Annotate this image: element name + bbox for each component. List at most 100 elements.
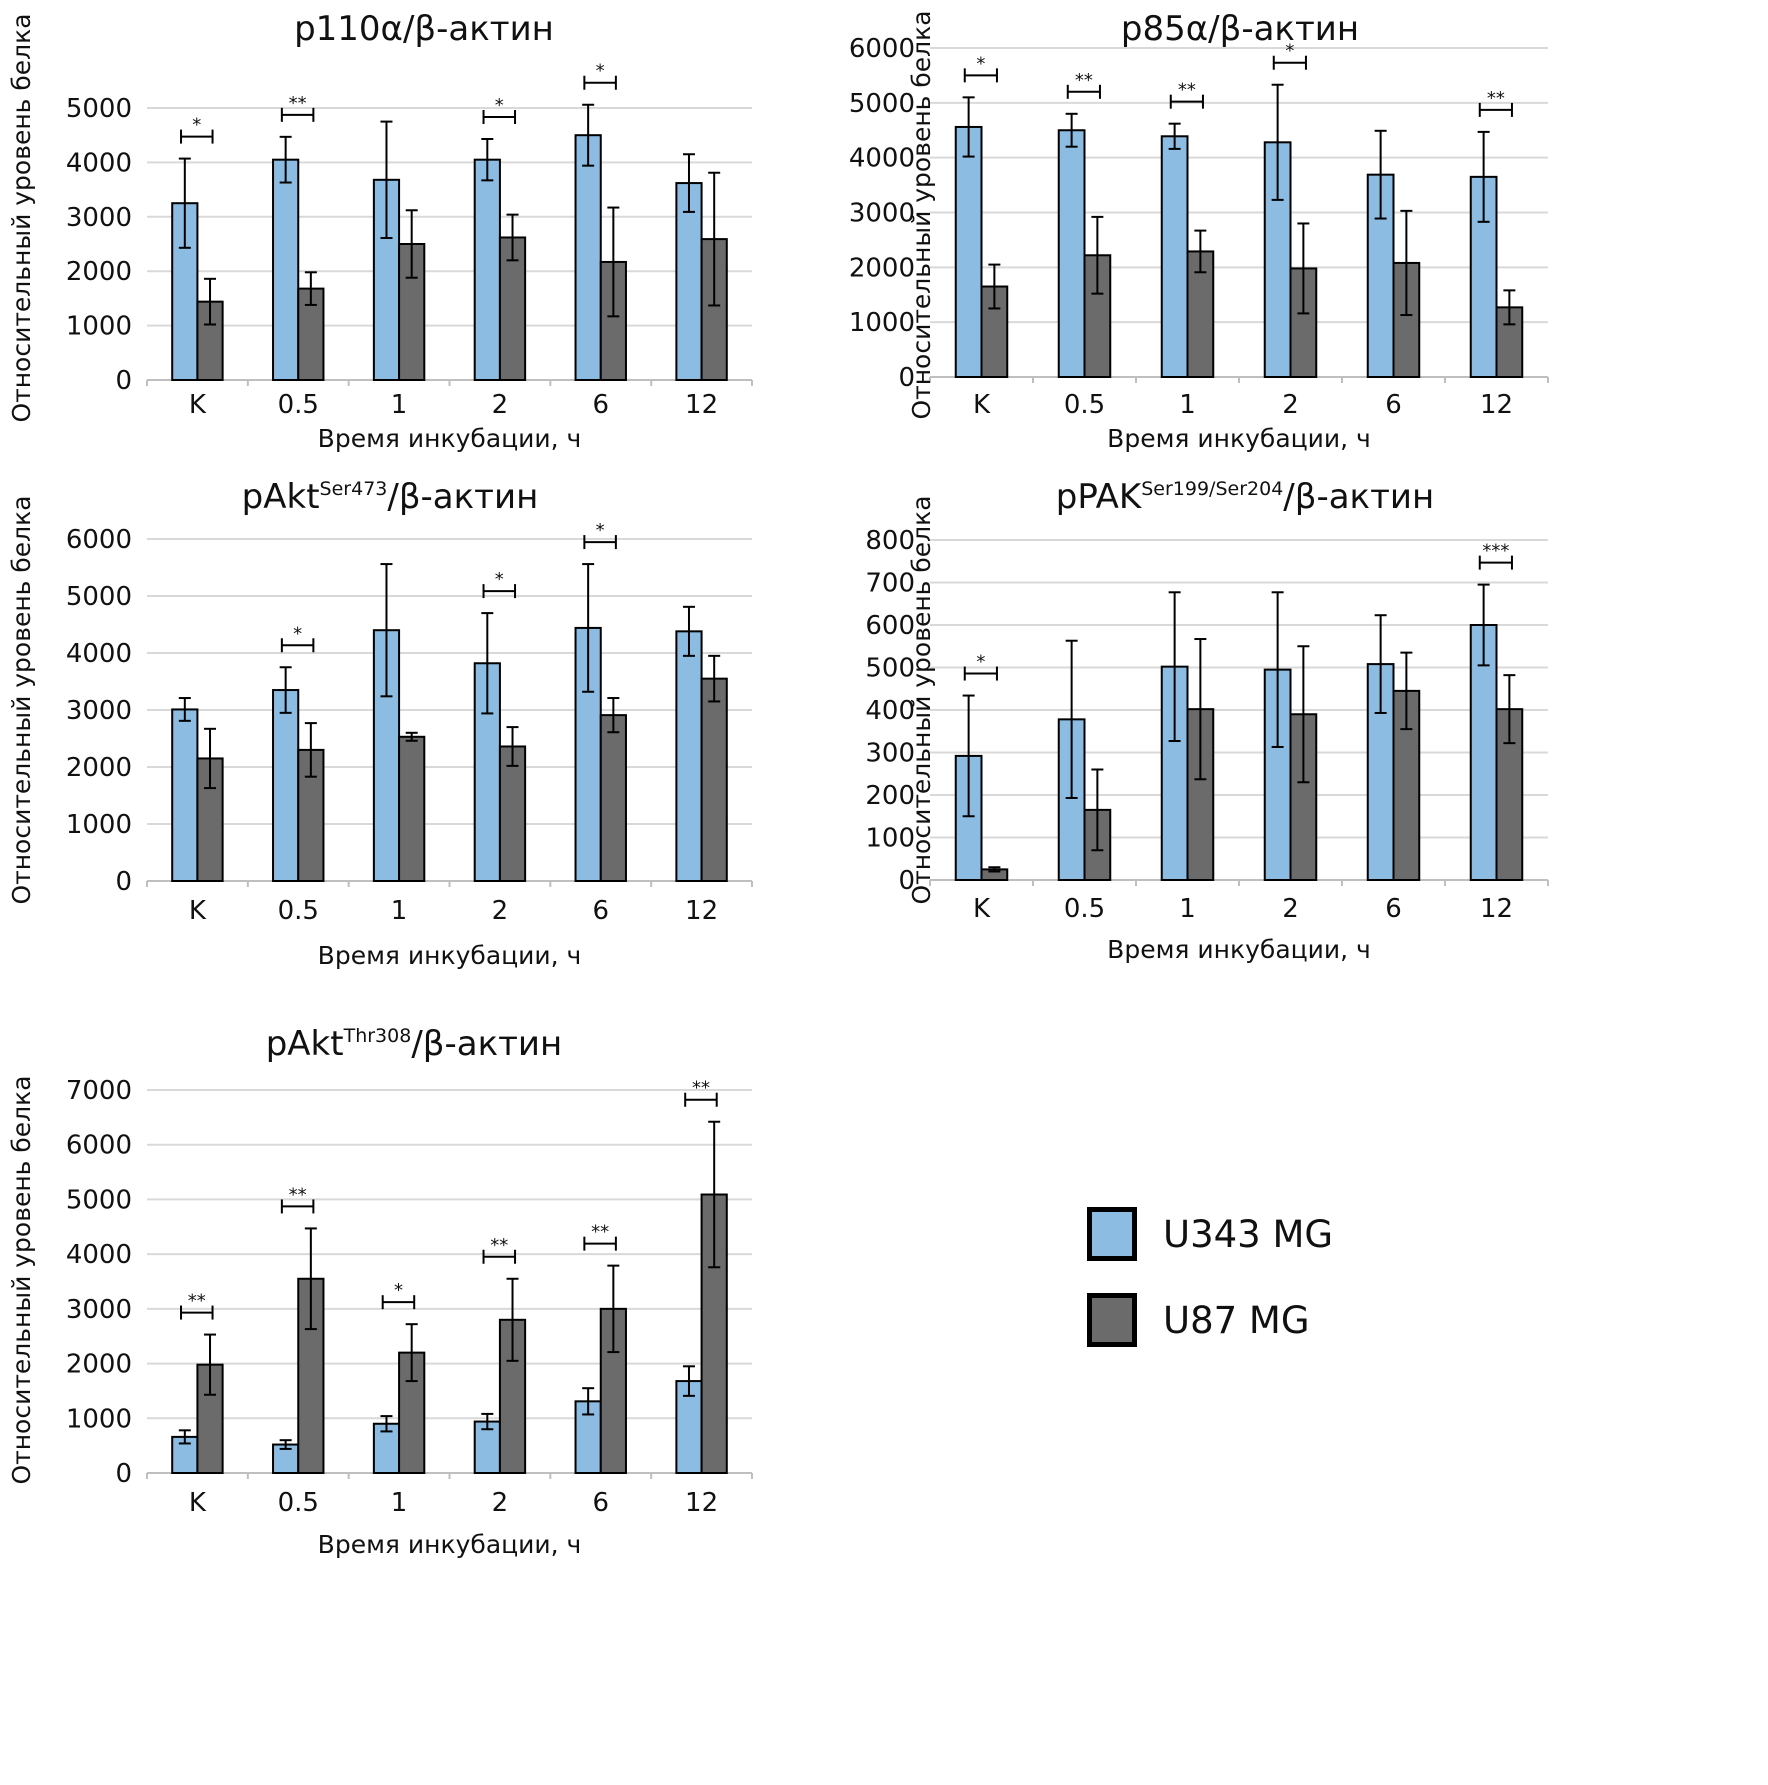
y-tick-label: 0: [898, 866, 915, 896]
y-tick-label: 3000: [66, 696, 132, 726]
y-tick-label: 1000: [66, 312, 132, 342]
significance-mark: **: [490, 1235, 508, 1256]
significance-mark: **: [289, 1184, 307, 1205]
chart-title-main: pAkt: [266, 1024, 344, 1064]
x-tick-label: 12: [685, 1488, 718, 1518]
significance-mark: *: [596, 61, 605, 82]
y-axis-label: Относительный уровень белка: [7, 1075, 36, 1484]
significance-mark: **: [1487, 88, 1505, 109]
x-tick-label: K: [189, 1488, 207, 1518]
y-axis-label: Относительный уровень белка: [907, 10, 936, 419]
significance-mark: *: [495, 95, 504, 116]
significance-mark: **: [289, 93, 307, 114]
y-tick-label: 100: [865, 824, 915, 854]
significance-mark: *: [976, 53, 985, 74]
significance-mark: *: [976, 652, 985, 673]
x-tick-label: 0.5: [278, 1488, 319, 1518]
x-tick-label: 12: [685, 896, 718, 926]
x-tick-label: 12: [1480, 390, 1513, 420]
chart-title-rest: /β-актин: [387, 477, 538, 517]
x-axis-label: Время инкубации, ч: [1107, 935, 1371, 964]
x-axis-label: Время инкубации, ч: [318, 1530, 582, 1559]
y-tick-label: 1000: [66, 810, 132, 840]
bar-u343: [954, 125, 983, 378]
legend-swatch-u343: [1087, 1207, 1137, 1261]
y-tick-label: 300: [865, 739, 915, 769]
chart-p85a: p85α/β-актин 0 1000 2000 3000 4000 5000 6000 K * 0…: [849, 0, 1768, 525]
x-tick-label: 1: [391, 896, 408, 926]
chart-title-sup: Thr308: [343, 1025, 412, 1047]
y-tick-label: 5000: [849, 89, 915, 119]
bar-u343: [1469, 624, 1498, 881]
x-tick-label: 6: [592, 1488, 609, 1518]
chart-title-sup: Ser473: [320, 478, 388, 500]
significance-mark: **: [1075, 70, 1093, 91]
bar-u87: [700, 238, 728, 381]
legend-label-u87: U87 MG: [1163, 1299, 1310, 1342]
significance-mark: ***: [1482, 541, 1509, 562]
y-tick-label: 200: [865, 781, 915, 811]
x-tick-label: K: [189, 896, 207, 926]
chart-title: pPAKSer199/Ser204/β-актин: [1056, 477, 1434, 517]
significance-mark: *: [394, 1280, 403, 1301]
significance-mark: *: [1285, 41, 1294, 62]
bar-u87: [498, 745, 527, 882]
x-tick-label: 0.5: [278, 390, 319, 420]
x-tick-label: 0.5: [1064, 894, 1105, 924]
significance-mark: **: [1178, 80, 1196, 101]
chart-title: pAktSer473/β-актин: [242, 477, 539, 517]
x-tick-label: 1: [1179, 390, 1196, 420]
x-axis-label: Время инкубации, ч: [318, 941, 582, 970]
chart-pakt-ser473-svg: pAktSer473/β-актин 0 1000 2000 3000 4000 5000 6…: [7, 477, 753, 970]
x-tick-label: 0.5: [278, 896, 319, 926]
y-tick-label: 5000: [66, 1185, 132, 1215]
x-tick-label: 2: [1282, 894, 1299, 924]
bar-u343: [473, 158, 501, 381]
x-tick-label: K: [973, 390, 991, 420]
chart-title: pAktThr308/β-актин: [266, 1024, 563, 1064]
y-tick-label: 4000: [66, 639, 132, 669]
chart-p85a-svg: p85α/β-актин 0 1000 2000 3000 4000 5000 6000 K * 0…: [849, 9, 1549, 453]
chart-title-main: p85α/β-актин: [1121, 9, 1359, 49]
bar-u87: [700, 677, 728, 882]
y-tick-label: 3000: [849, 199, 915, 229]
x-tick-label: 12: [685, 390, 718, 420]
x-tick-label: 1: [391, 1488, 408, 1518]
bar-u343: [675, 630, 703, 882]
y-tick-label: 7000: [66, 1076, 132, 1106]
x-tick-label: 6: [592, 896, 609, 926]
chart-title-sup: Ser199/Ser204: [1141, 478, 1283, 500]
bar-u87: [599, 714, 627, 882]
y-axis-label: Относительный уровень белка: [7, 495, 36, 904]
bar-u343: [171, 202, 199, 381]
chart-ppak: pPAKSer199/Ser204/β-актин 0 100 200 300 400 50…: [865, 477, 1768, 1105]
y-tick-label: 0: [115, 1459, 132, 1489]
x-tick-label: 1: [391, 390, 408, 420]
y-axis-label: Относительный уровень белка: [907, 495, 936, 904]
y-tick-label: 3000: [66, 203, 132, 233]
y-tick-label: 4000: [66, 148, 132, 178]
bar-u343: [1057, 129, 1086, 378]
x-tick-label: 0.5: [1064, 390, 1105, 420]
y-tick-label: 3000: [66, 1295, 132, 1325]
y-tick-label: 600: [865, 611, 915, 641]
y-tick-label: 2000: [66, 1350, 132, 1380]
bar-u343: [954, 754, 983, 881]
x-tick-label: 6: [1385, 390, 1402, 420]
y-tick-label: 5000: [66, 582, 132, 612]
chart-title: p110α/β-актин: [294, 9, 554, 49]
chart-p110a: p110α/β-актин 0 1000 2000 3000 4000 5000 K * 0.5 *…: [0, 0, 880, 525]
x-tick-label: 1: [1179, 894, 1196, 924]
significance-mark: **: [188, 1291, 206, 1312]
chart-ppak-svg: pPAKSer199/Ser204/β-актин 0 100 200 300 400 50…: [865, 477, 1549, 964]
y-tick-label: 700: [865, 569, 915, 599]
significance-mark: *: [192, 115, 201, 136]
y-tick-label: 1000: [849, 308, 915, 338]
bar-u343: [574, 134, 602, 381]
chart-pakt-ser473: pAktSer473/β-актин 0 1000 2000 3000 4000 5000 6…: [0, 477, 880, 1105]
x-axis-label: Время инкубации, ч: [1107, 424, 1371, 453]
x-tick-label: 2: [492, 1488, 509, 1518]
significance-mark: *: [293, 623, 302, 644]
y-tick-label: 0: [115, 867, 132, 897]
significance-mark: **: [692, 1078, 710, 1099]
